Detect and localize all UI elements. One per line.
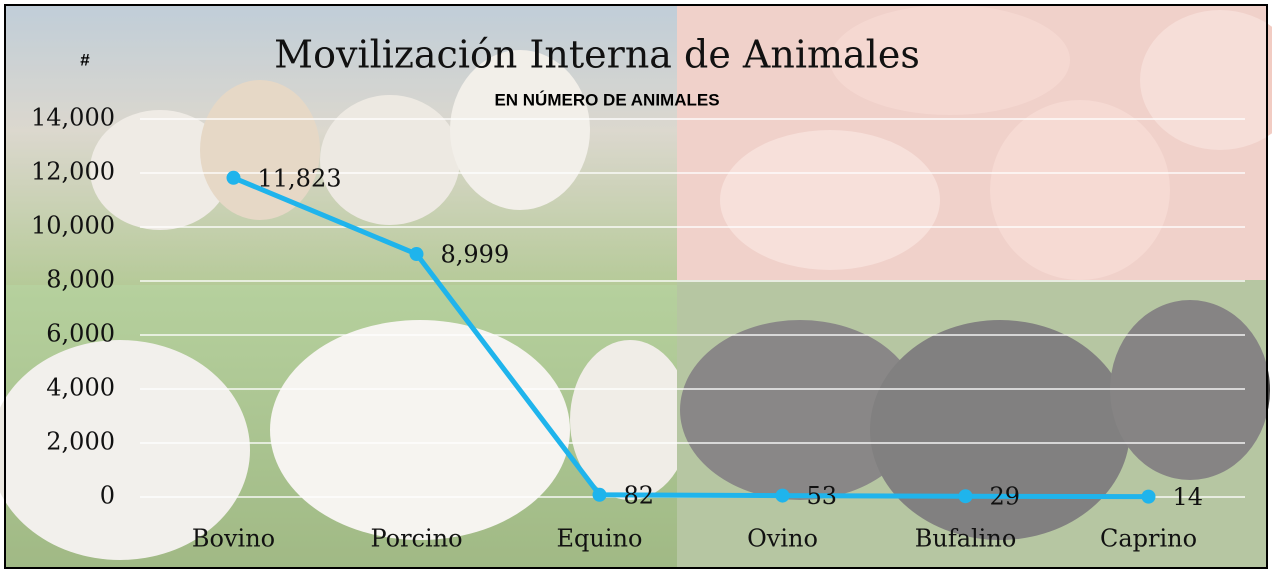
background-photo [0, 5, 1272, 568]
point [592, 487, 607, 502]
x-tick-label: Ovino [747, 525, 818, 553]
data-label: 29 [990, 483, 1021, 511]
point [226, 170, 241, 185]
y-tick-label: 4,000 [46, 374, 115, 402]
y-tick-label: 12,000 [31, 158, 115, 186]
y-tick-label: 8,000 [46, 266, 115, 294]
x-tick-label: Bufalino [915, 525, 1017, 553]
data-label: 14 [1173, 483, 1204, 511]
y-tick-label: 2,000 [46, 428, 115, 456]
y-tick-label: 0 [100, 482, 115, 510]
y-tick-label: 10,000 [31, 212, 115, 240]
point [775, 488, 790, 503]
chart-title: Movilización Interna de Animales [274, 33, 920, 77]
y-axis-label: # [80, 50, 90, 69]
x-tick-label: Caprino [1100, 525, 1197, 553]
x-tick-label: Bovino [192, 525, 275, 553]
point [409, 247, 424, 262]
chart-subtitle: EN NÚMERO DE ANIMALES [494, 90, 719, 109]
data-label: 82 [624, 481, 655, 509]
data-label: 53 [807, 482, 838, 510]
data-label: 11,823 [258, 164, 342, 192]
data-label: 8,999 [441, 241, 510, 269]
line [232, 175, 1149, 500]
y-tick-label: 14,000 [31, 104, 115, 132]
x-tick-label: Equino [557, 525, 643, 553]
x-tick-label: Porcino [370, 525, 462, 553]
y-tick-label: 6,000 [46, 320, 115, 348]
point [958, 489, 973, 504]
point [1141, 489, 1156, 504]
frame [4, 4, 1268, 569]
